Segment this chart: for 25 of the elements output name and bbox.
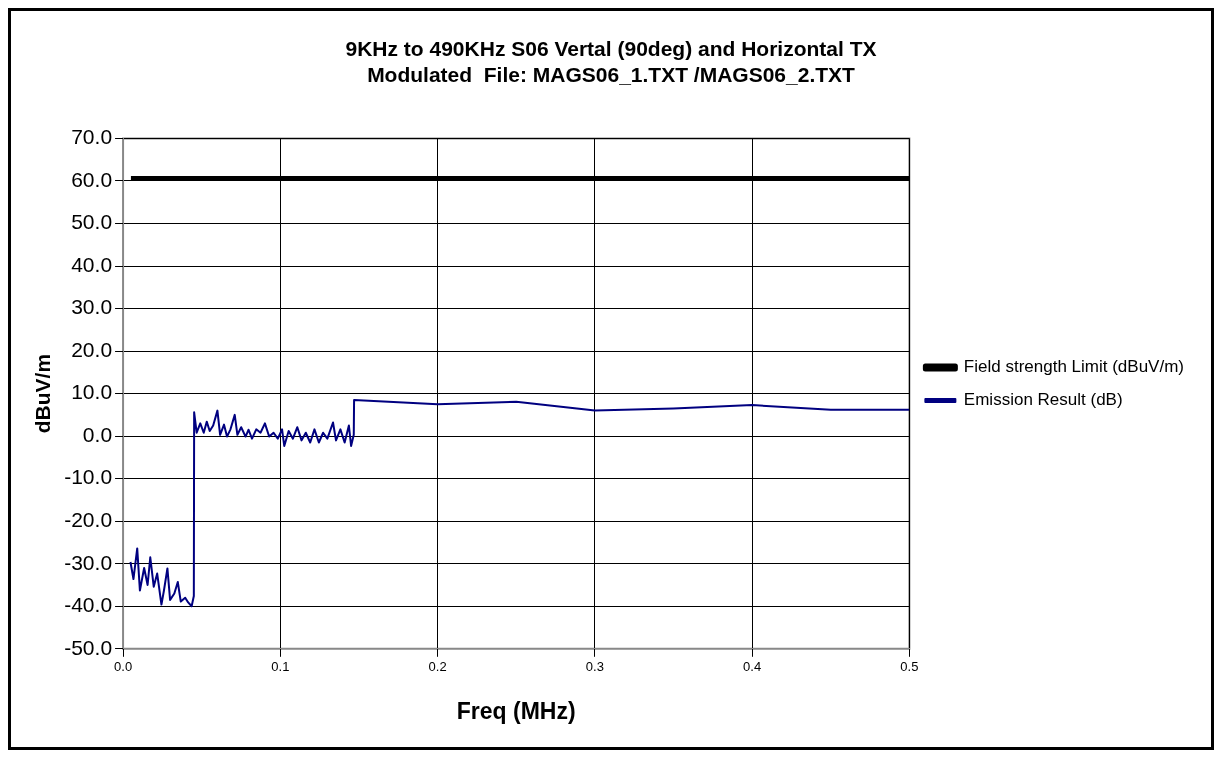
x-tick-label: 0.1: [271, 659, 290, 675]
x-tick-label: 0.3: [585, 659, 604, 675]
y-tick-label: -50.0: [64, 635, 113, 659]
y-tick-label: 70.0: [71, 125, 113, 149]
text: 9KHz to 490KHz S06 Vertal (90deg) and Horizontal TX: [345, 37, 877, 61]
y-tick-label: 20.0: [71, 337, 113, 361]
y-tick-label: 50.0: [71, 210, 113, 234]
x-tick-label: 0.4: [743, 659, 762, 675]
legend-label: Field strength Limit (dBuV/m): [963, 357, 1185, 377]
y-tick-label: 40.0: [71, 252, 113, 276]
text: Modulated File: MAGS06_1.TXT /MAGS06_2.TXT: [367, 62, 855, 86]
y-tick-label: -30.0: [64, 550, 113, 574]
y-tick-label: 60.0: [71, 167, 113, 191]
y-tick-label: -20.0: [64, 508, 113, 531]
x-axis-title: Freq (MHz): [456, 697, 576, 724]
y-axis-title: dBuV/m: [31, 353, 55, 434]
y-tick-label: -10.0: [64, 465, 113, 489]
y-tick-label: -40.0: [64, 593, 113, 617]
legend-label: Emission Result (dB): [963, 390, 1123, 410]
x-tick-label: 0.5: [900, 659, 919, 675]
x-tick-label: 0.0: [114, 659, 133, 675]
x-tick-label: 0.2: [428, 659, 447, 675]
y-tick-label: 10.0: [71, 380, 113, 404]
y-tick-label: 0.0: [82, 422, 113, 446]
y-tick-label: 30.0: [71, 295, 113, 319]
